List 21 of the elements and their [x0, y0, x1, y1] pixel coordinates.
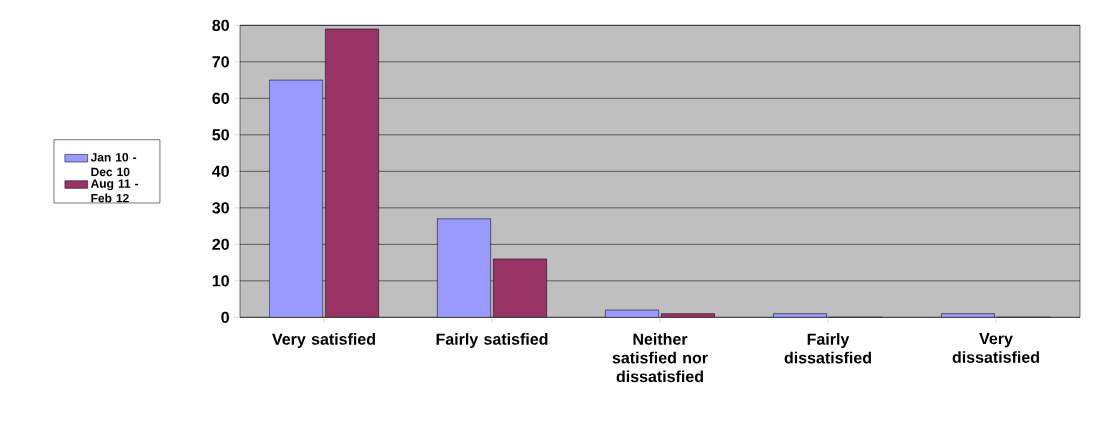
- legend-label: Jan 10 - Dec 10: [90, 153, 137, 177]
- y-tick-label: 60: [212, 92, 229, 104]
- x-tick-label: Fairly satisfied: [436, 333, 548, 348]
- y-tick-label: 40: [212, 165, 229, 177]
- bar: [941, 313, 995, 318]
- y-tick-label: 70: [212, 56, 229, 68]
- bar: [773, 313, 827, 318]
- y-tick-label: 10: [212, 275, 229, 287]
- y-tick-label: 50: [212, 129, 229, 141]
- x-tick-label: Fairly dissatisfied: [784, 333, 871, 364]
- y-tick-label: 20: [212, 238, 229, 250]
- y-tick-label: 30: [212, 202, 229, 214]
- bar: [605, 309, 659, 318]
- bar: [325, 28, 379, 318]
- y-tick-label: 0: [221, 311, 229, 323]
- legend-label: Aug 11 - Feb 12: [90, 179, 139, 203]
- y-tick-label: 80: [212, 19, 229, 31]
- x-tick-label: Very satisfied: [272, 333, 375, 348]
- bar: [493, 258, 547, 318]
- x-tick-label: Neither satisfied nor dissatisfied: [612, 333, 708, 383]
- x-tick-label: Very dissatisfied: [952, 333, 1039, 363]
